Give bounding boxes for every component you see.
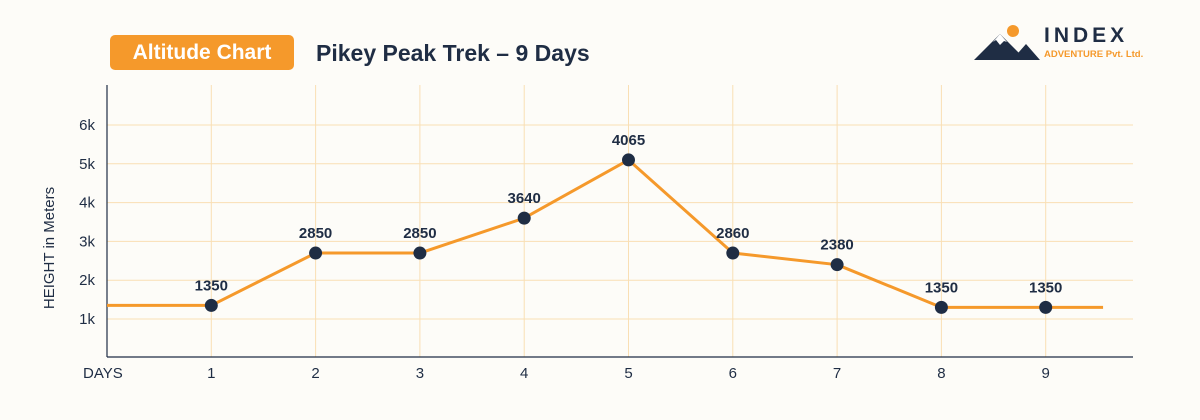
x-axis-title: DAYS xyxy=(83,365,123,382)
y-tick-label: 2k xyxy=(79,272,95,289)
data-point xyxy=(622,153,635,167)
x-tick-label: 4 xyxy=(520,365,528,382)
y-tick-label: 5k xyxy=(79,156,95,173)
chart-title: Pikey Peak Trek – 9 Days xyxy=(316,40,590,66)
x-tick-label: 2 xyxy=(311,365,319,382)
data-label: 4065 xyxy=(612,132,645,149)
badge-label: Altitude Chart xyxy=(132,40,272,64)
logo-subtitle: ADVENTURE Pvt. Ltd. xyxy=(1044,49,1144,60)
mountain-sun-icon xyxy=(974,25,1040,60)
data-point xyxy=(517,211,531,225)
data-point xyxy=(309,246,323,260)
y-axis-title: HEIGHT in Meters xyxy=(41,187,58,309)
data-point xyxy=(413,246,427,260)
data-label: 1350 xyxy=(195,277,228,294)
data-label: 1350 xyxy=(1029,279,1062,296)
logo-name: INDEX xyxy=(1044,24,1129,47)
x-tick-label: 6 xyxy=(729,365,737,382)
x-tick-label: 9 xyxy=(1042,365,1050,382)
data-label: 1350 xyxy=(925,279,958,296)
company-logo: INDEX ADVENTURE Pvt. Ltd. xyxy=(970,22,1150,66)
data-label: 3640 xyxy=(508,190,541,207)
data-point xyxy=(934,300,948,314)
y-tick-label: 6k xyxy=(79,117,95,134)
data-point xyxy=(204,298,218,312)
chart-badge: Altitude Chart xyxy=(110,35,294,70)
data-label: 2850 xyxy=(299,225,332,242)
x-tick-label: 5 xyxy=(624,365,632,382)
x-tick-label: 1 xyxy=(207,365,215,382)
y-tick-label: 1k xyxy=(79,311,95,328)
data-label: 2860 xyxy=(716,225,749,242)
x-tick-label: 8 xyxy=(937,365,945,382)
y-tick-label: 4k xyxy=(79,195,95,212)
data-point xyxy=(726,246,740,260)
x-tick-label: 3 xyxy=(416,365,424,382)
y-tick-label: 3k xyxy=(79,233,95,250)
data-label: 2850 xyxy=(403,225,436,242)
data-label: 2380 xyxy=(820,237,853,254)
data-point xyxy=(1039,300,1053,314)
data-point xyxy=(830,258,844,272)
x-tick-label: 7 xyxy=(833,365,841,382)
